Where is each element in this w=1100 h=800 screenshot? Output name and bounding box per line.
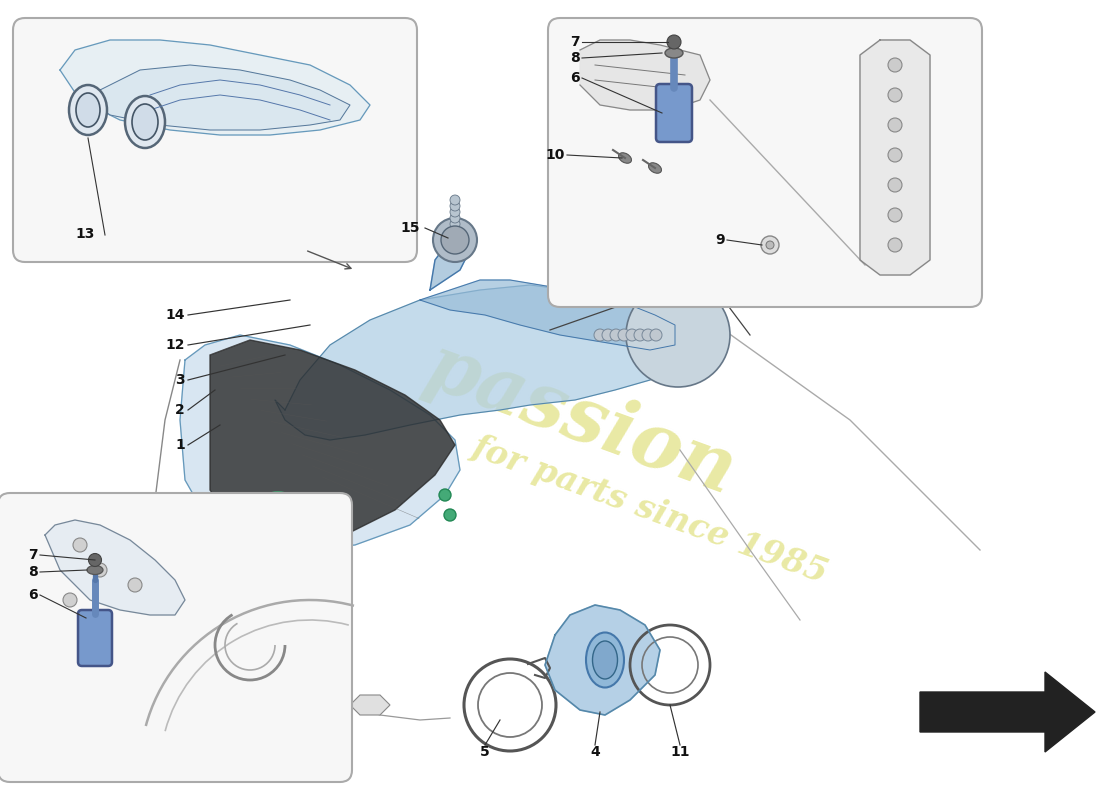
- Text: 2: 2: [175, 403, 185, 417]
- Polygon shape: [45, 520, 185, 615]
- Text: 5: 5: [480, 745, 490, 759]
- Circle shape: [450, 213, 460, 223]
- Polygon shape: [90, 65, 350, 130]
- Circle shape: [450, 225, 460, 235]
- Circle shape: [766, 241, 774, 249]
- Circle shape: [888, 238, 902, 252]
- Text: 15: 15: [400, 221, 420, 235]
- Circle shape: [450, 195, 460, 205]
- FancyBboxPatch shape: [13, 18, 417, 262]
- Text: 7: 7: [571, 35, 580, 49]
- Ellipse shape: [586, 633, 624, 687]
- Text: 12: 12: [165, 338, 185, 352]
- Circle shape: [888, 58, 902, 72]
- Circle shape: [618, 329, 630, 341]
- Ellipse shape: [69, 85, 107, 135]
- Text: 6: 6: [29, 588, 38, 602]
- Circle shape: [888, 208, 902, 222]
- Polygon shape: [180, 335, 460, 550]
- Circle shape: [610, 329, 621, 341]
- FancyBboxPatch shape: [78, 610, 112, 666]
- Polygon shape: [60, 40, 370, 135]
- Polygon shape: [275, 285, 685, 440]
- Text: 8: 8: [570, 51, 580, 65]
- Circle shape: [88, 554, 101, 566]
- Circle shape: [636, 293, 720, 377]
- Polygon shape: [920, 672, 1094, 752]
- Circle shape: [444, 509, 456, 521]
- Circle shape: [433, 218, 477, 262]
- Ellipse shape: [87, 566, 103, 574]
- Circle shape: [128, 578, 142, 592]
- Text: 4: 4: [590, 745, 600, 759]
- Circle shape: [667, 35, 681, 49]
- Circle shape: [450, 219, 460, 229]
- Text: 3: 3: [175, 373, 185, 387]
- Circle shape: [246, 493, 310, 557]
- Text: 7: 7: [29, 548, 38, 562]
- Text: 10: 10: [546, 148, 565, 162]
- Circle shape: [73, 538, 87, 552]
- Polygon shape: [860, 40, 930, 275]
- FancyBboxPatch shape: [548, 18, 982, 307]
- Circle shape: [441, 226, 469, 254]
- Circle shape: [888, 148, 902, 162]
- Circle shape: [642, 329, 654, 341]
- Circle shape: [888, 178, 902, 192]
- Circle shape: [258, 505, 298, 545]
- Ellipse shape: [76, 93, 100, 127]
- Circle shape: [650, 329, 662, 341]
- Text: for parts since 1985: for parts since 1985: [468, 430, 833, 590]
- FancyBboxPatch shape: [656, 84, 692, 142]
- Circle shape: [594, 329, 606, 341]
- Circle shape: [888, 88, 902, 102]
- Polygon shape: [430, 235, 470, 290]
- Polygon shape: [350, 695, 390, 715]
- Text: passion: passion: [415, 330, 745, 510]
- Circle shape: [626, 329, 638, 341]
- Ellipse shape: [125, 96, 165, 148]
- Circle shape: [450, 201, 460, 211]
- Ellipse shape: [618, 153, 631, 163]
- Ellipse shape: [666, 48, 683, 58]
- Polygon shape: [210, 340, 455, 545]
- Circle shape: [634, 329, 646, 341]
- Circle shape: [63, 593, 77, 607]
- Polygon shape: [420, 280, 675, 350]
- Text: 11: 11: [670, 745, 690, 759]
- Ellipse shape: [649, 162, 661, 174]
- Circle shape: [94, 563, 107, 577]
- Circle shape: [648, 305, 708, 365]
- Polygon shape: [580, 40, 710, 110]
- Polygon shape: [544, 605, 660, 715]
- Ellipse shape: [593, 641, 617, 679]
- Text: 6: 6: [571, 71, 580, 85]
- Text: 1: 1: [175, 438, 185, 452]
- FancyBboxPatch shape: [0, 493, 352, 782]
- Circle shape: [761, 236, 779, 254]
- Circle shape: [660, 317, 696, 353]
- Circle shape: [602, 329, 614, 341]
- Ellipse shape: [132, 104, 158, 140]
- Text: 14: 14: [165, 308, 185, 322]
- Circle shape: [626, 283, 730, 387]
- Text: 9: 9: [715, 233, 725, 247]
- Text: 8: 8: [29, 565, 38, 579]
- Circle shape: [439, 489, 451, 501]
- Circle shape: [450, 207, 460, 217]
- Circle shape: [888, 118, 902, 132]
- Text: 13: 13: [75, 227, 95, 241]
